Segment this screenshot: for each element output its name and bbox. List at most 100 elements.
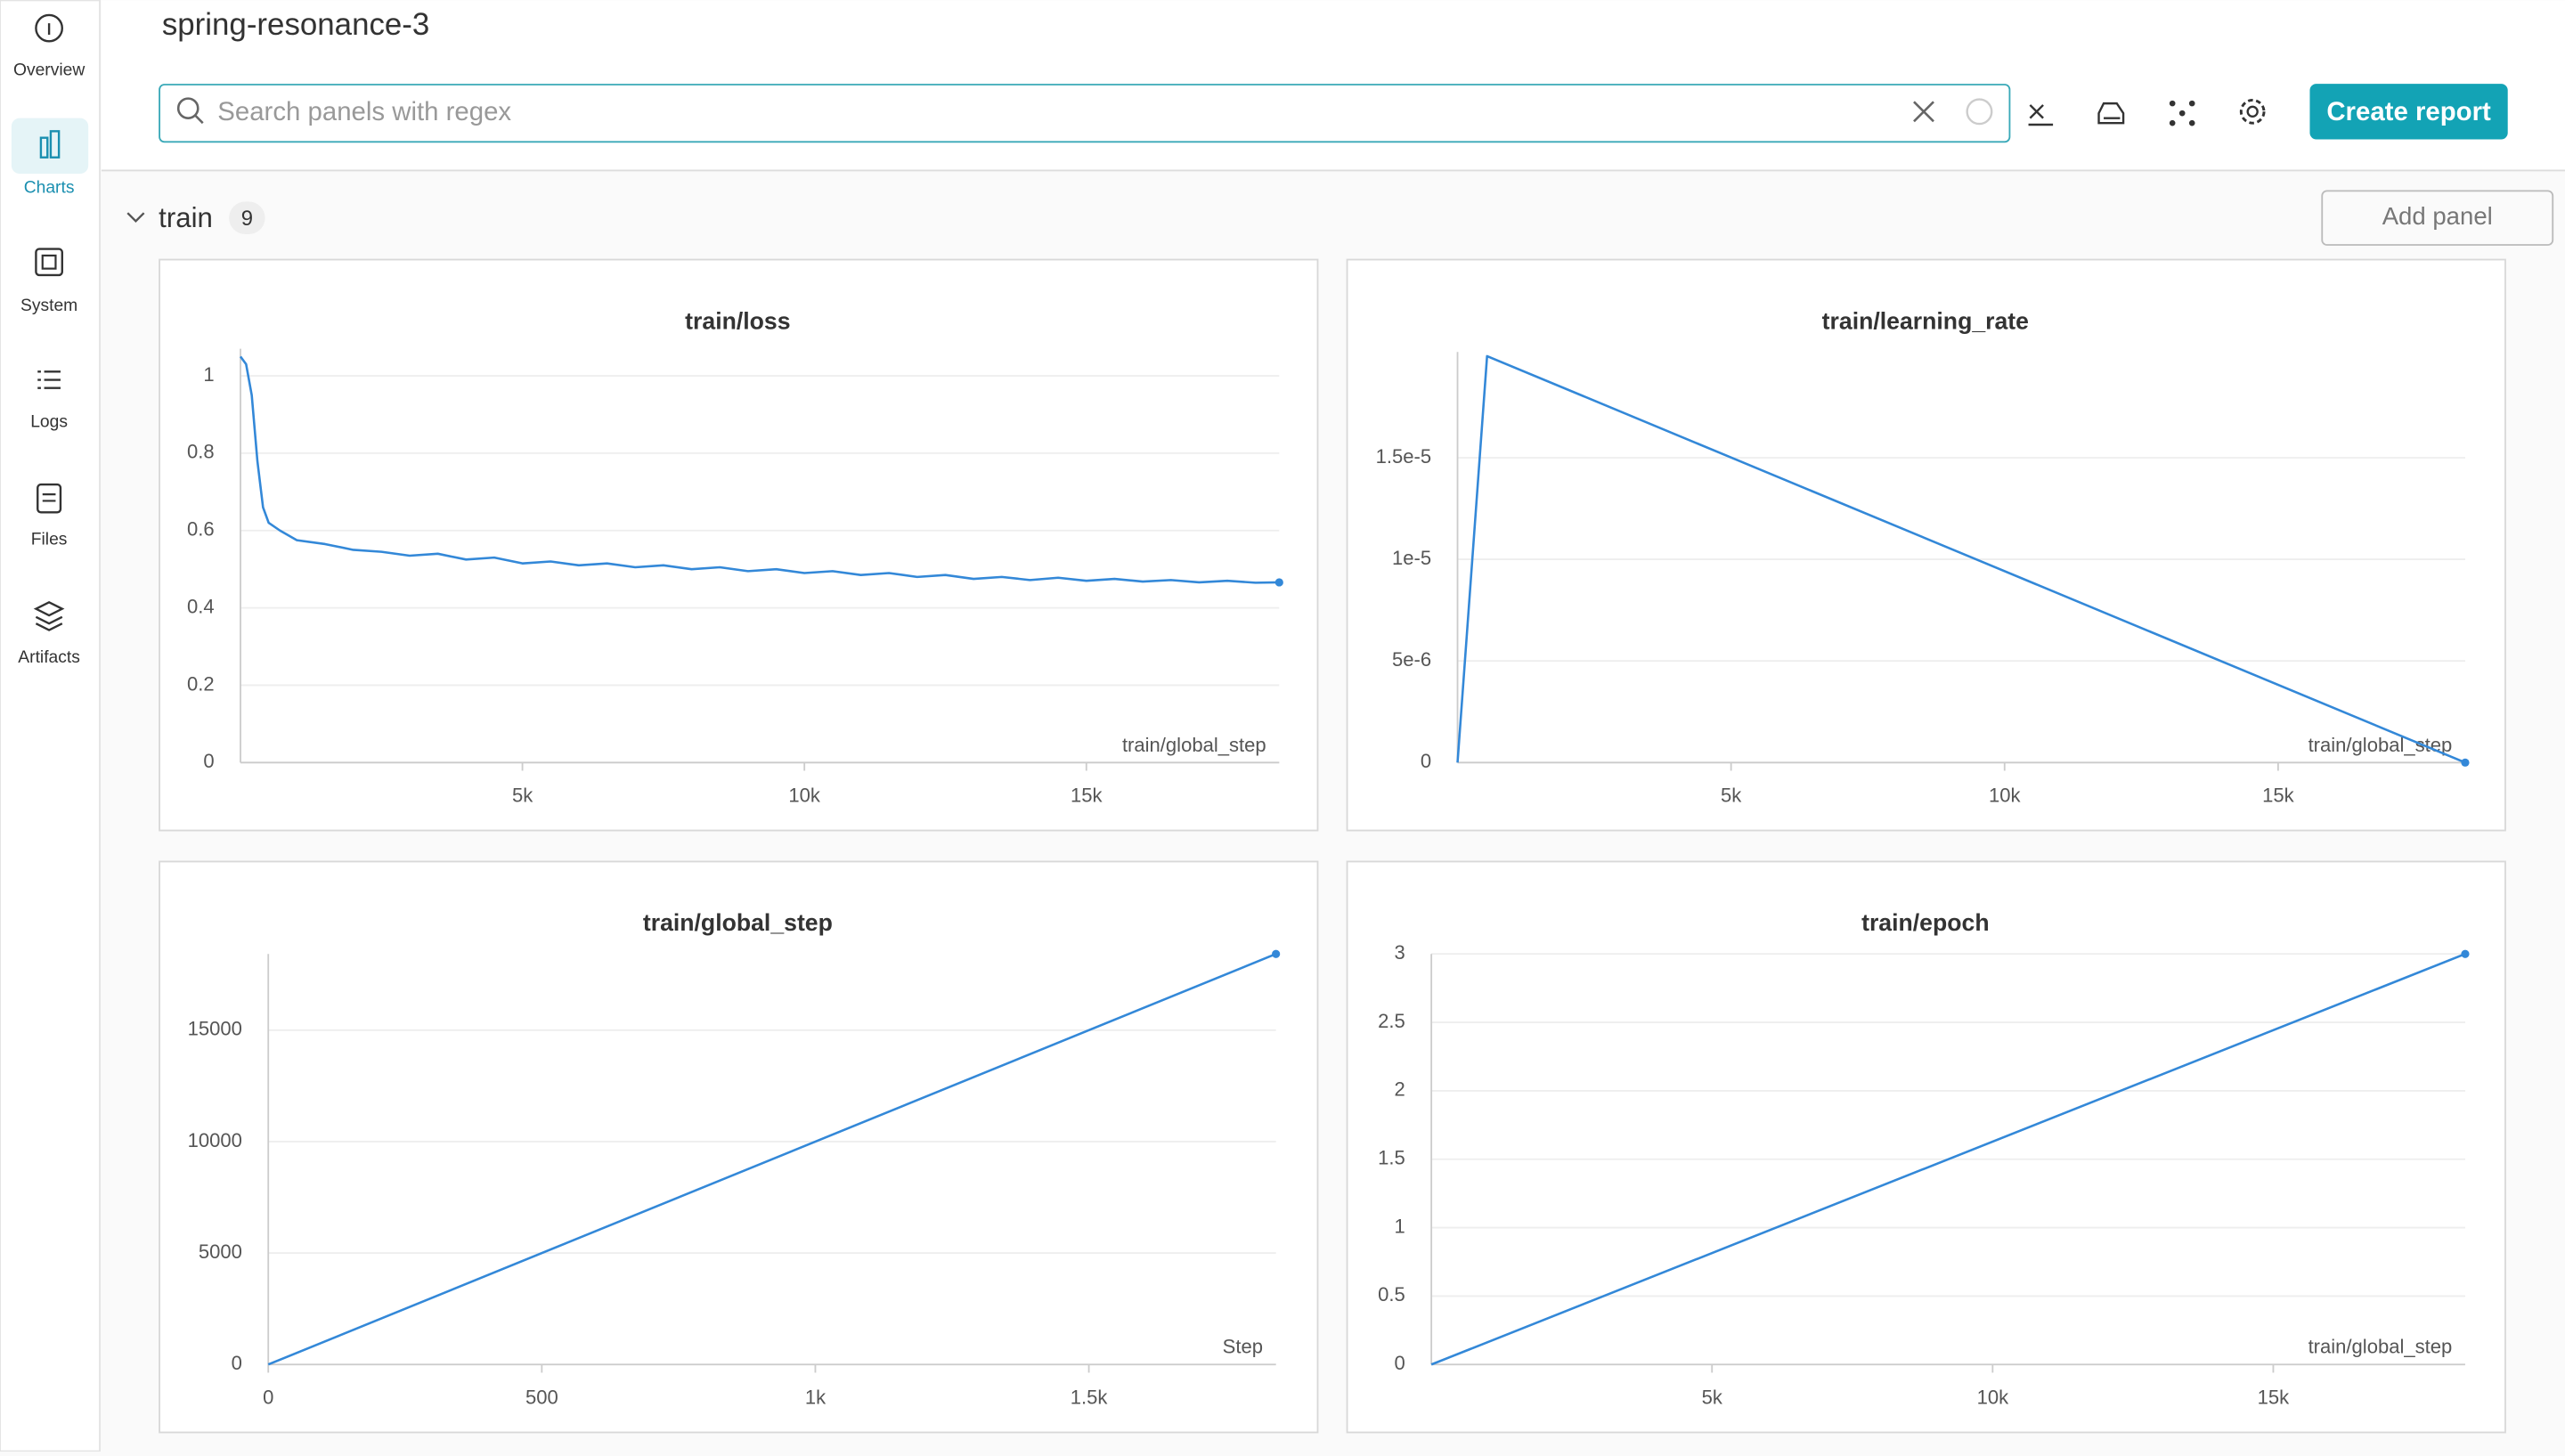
y-tick-label: 2 <box>1394 1078 1405 1101</box>
panel <box>159 860 1319 1434</box>
search-field <box>159 84 2011 143</box>
outlier-button[interactable] <box>2169 100 2195 126</box>
run-title: spring-resonance-3 <box>162 7 429 42</box>
search-icon <box>176 97 200 119</box>
nav-label: Files <box>31 531 68 549</box>
line <box>1430 953 2466 1366</box>
end-point <box>2461 949 2470 958</box>
icon <box>37 483 62 514</box>
y-tick-label: 0 <box>1421 750 1431 772</box>
icon <box>39 136 49 159</box>
nav-label: Charts <box>24 179 75 198</box>
section-name: train <box>159 202 213 233</box>
panel <box>159 258 1319 832</box>
end-point <box>1272 949 1281 958</box>
x-tick-label: 15k <box>2262 785 2295 807</box>
y-tick-label: 2.5 <box>1378 1010 1405 1032</box>
x-tick-label: 15k <box>1071 785 1103 807</box>
line <box>1456 354 2466 764</box>
x-axis-label: train/global_step <box>2308 734 2453 756</box>
icon <box>42 493 56 502</box>
collapse-chevron[interactable] <box>126 212 145 224</box>
y-tick-label: 0.6 <box>187 518 215 541</box>
y-tick-label: 0.4 <box>187 595 215 617</box>
settings-button[interactable] <box>2239 98 2266 125</box>
icon <box>2169 119 2176 126</box>
icon <box>35 248 63 277</box>
y-tick-label: 0.2 <box>187 672 215 695</box>
panel-title: train/loss <box>685 307 790 334</box>
panel <box>1346 258 2506 832</box>
nav-logs[interactable]: Logs <box>30 370 68 431</box>
x-tick-label: 5k <box>1702 1387 1723 1409</box>
y-tick-label: 1.5e-5 <box>1376 445 1431 468</box>
nav-files[interactable]: Files <box>31 483 68 549</box>
icon <box>2246 105 2259 118</box>
search-icon <box>194 114 204 125</box>
x-tick-label: 10k <box>788 785 821 807</box>
x-tick-label: 1.5k <box>1071 1387 1109 1409</box>
button-bg <box>2321 190 2554 246</box>
nav-charts[interactable]: Charts <box>11 118 89 198</box>
x-axis-settings[interactable] <box>2028 104 2054 126</box>
icon <box>33 600 65 631</box>
x-axis-label: train/global_step <box>1122 734 1266 756</box>
y-tick-label: 15000 <box>188 1018 242 1040</box>
nav-label: Overview <box>13 61 85 79</box>
line <box>239 355 1280 584</box>
line <box>267 953 1277 1366</box>
nav-overview[interactable]: Overview <box>13 13 85 80</box>
smoothing-button[interactable] <box>2097 102 2125 125</box>
button-label: Create report <box>2326 97 2491 126</box>
y-tick-label: 5000 <box>199 1240 242 1263</box>
x-tick-label: 1k <box>805 1387 826 1409</box>
section-count: 9 <box>241 207 253 231</box>
y-tick-label: 1e-5 <box>1392 547 1431 569</box>
x-tick-label: 10k <box>1977 1387 2010 1409</box>
nav-label: Artifacts <box>18 648 80 667</box>
y-tick-label: 1 <box>203 363 214 386</box>
icon <box>41 254 57 270</box>
icon <box>35 13 63 43</box>
x-tick-label: 500 <box>525 1387 558 1409</box>
icon <box>37 370 61 389</box>
add-panel-button[interactable]: Add panel <box>2321 190 2554 246</box>
panel <box>1346 860 2506 1434</box>
icon <box>2188 119 2195 126</box>
panel-title: train/epoch <box>1861 909 1990 936</box>
y-tick-label: 0 <box>1394 1352 1405 1374</box>
search-placeholder: Search panels with regex <box>217 97 511 126</box>
history-icon[interactable] <box>1966 98 1993 126</box>
sidebar <box>0 0 101 1452</box>
nav-system[interactable]: System <box>20 248 77 315</box>
search-box[interactable]: Search panels with regex <box>159 84 2011 143</box>
nav-artifacts[interactable]: Artifacts <box>18 600 80 667</box>
x-tick-label: 5k <box>512 785 533 807</box>
x-tick-label: 15k <box>2258 1387 2291 1409</box>
y-tick-label: 1 <box>1394 1215 1405 1237</box>
icon <box>49 130 61 159</box>
end-point <box>2461 758 2470 767</box>
icon <box>2178 110 2186 117</box>
end-point <box>1274 578 1283 587</box>
clear-icon[interactable] <box>1913 101 1934 123</box>
y-tick-label: 5e-6 <box>1392 648 1431 671</box>
icon <box>2239 98 2266 125</box>
y-tick-label: 0.5 <box>1378 1283 1405 1306</box>
x-tick-label: 0 <box>263 1387 273 1409</box>
panel-title: train/learning_rate <box>1822 307 2029 334</box>
x-axis-label: train/global_step <box>2308 1336 2453 1358</box>
create-report-button[interactable]: Create report <box>2309 84 2508 140</box>
y-tick-label: 1.5 <box>1378 1147 1405 1169</box>
x-tick-label: 10k <box>1989 785 2022 807</box>
y-tick-label: 10000 <box>188 1129 242 1151</box>
y-tick-label: 0 <box>232 1352 242 1374</box>
y-tick-label: 3 <box>1394 941 1405 964</box>
count-badge <box>229 201 265 235</box>
y-tick-label: 0.8 <box>187 441 215 463</box>
panel-title: train/global_step <box>643 909 833 936</box>
x-axis-label: Step <box>1223 1336 1263 1358</box>
button-bg <box>2309 84 2508 140</box>
